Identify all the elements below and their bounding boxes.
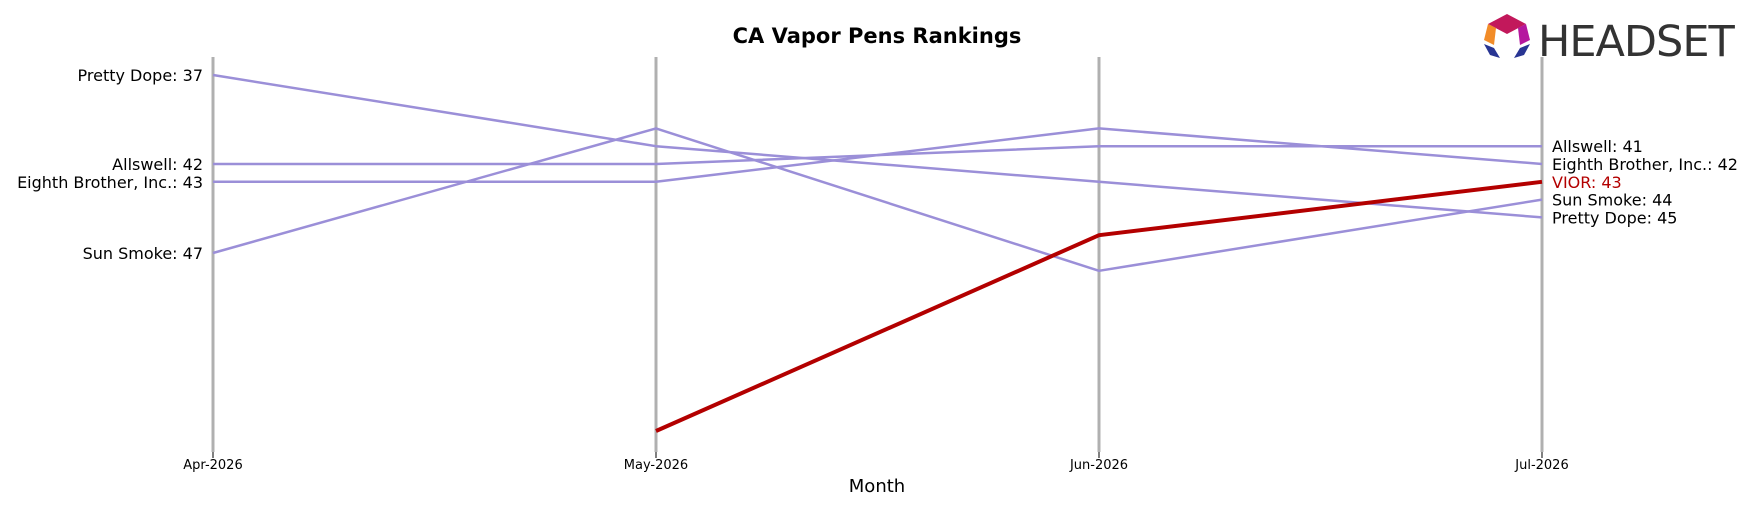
left-label-pretty-dope-37: Pretty Dope: 37 bbox=[78, 66, 203, 85]
x-tick-jun-2026: Jun-2026 bbox=[1069, 458, 1128, 473]
x-axis-label: Month bbox=[849, 476, 905, 497]
x-tick-labels: Apr-2026 May-2026 Jun-2026 Jul-2026 bbox=[183, 458, 1568, 473]
month-gridlines bbox=[211, 57, 1544, 458]
left-label-allswell-42: Allswell: 42 bbox=[112, 155, 203, 174]
series-lines bbox=[212, 73, 1543, 433]
right-label-eighth-brother-inc-42: Eighth Brother, Inc.: 42 bbox=[1552, 155, 1738, 174]
series-line-sun-smoke bbox=[212, 127, 1543, 273]
right-label-allswell-41: Allswell: 41 bbox=[1552, 137, 1643, 156]
right-label-vior-43: VIOR: 43 bbox=[1552, 173, 1622, 192]
headset-hexagon-logo-icon bbox=[1484, 14, 1530, 58]
right-label-pretty-dope-45: Pretty Dope: 45 bbox=[1552, 208, 1677, 227]
x-tick-apr-2026: Apr-2026 bbox=[183, 458, 242, 473]
series-line-eighth-brother-inc bbox=[213, 127, 1543, 184]
logo-wordmark: HEADSET bbox=[1538, 17, 1735, 67]
left-label-eighth-brother-inc-43: Eighth Brother, Inc.: 43 bbox=[17, 173, 203, 192]
headset-logo: HEADSET bbox=[1484, 14, 1736, 67]
series-line-vior bbox=[655, 179, 1543, 433]
x-tick-may-2026: May-2026 bbox=[624, 458, 688, 473]
chart-title: CA Vapor Pens Rankings bbox=[733, 24, 1022, 48]
x-tick-jul-2026: Jul-2026 bbox=[1514, 458, 1568, 473]
series-line-pretty-dope bbox=[212, 73, 1543, 219]
left-label-sun-smoke-47: Sun Smoke: 47 bbox=[83, 244, 203, 263]
right-label-sun-smoke-44: Sun Smoke: 44 bbox=[1552, 191, 1672, 210]
